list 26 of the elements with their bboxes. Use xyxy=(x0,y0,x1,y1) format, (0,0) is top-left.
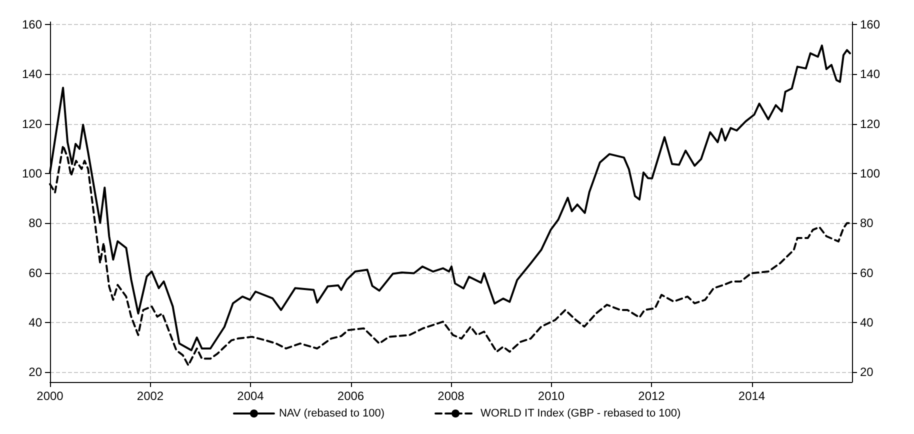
y-tick-label: 120 xyxy=(22,116,42,131)
y2-tick-label: 120 xyxy=(860,116,880,131)
x-tick-label: 2000 xyxy=(36,389,64,403)
y-tick-label: 160 xyxy=(22,17,42,32)
legend-label: WORLD IT Index (GBP - rebased to 100) xyxy=(480,408,681,420)
y-tick-label: 100 xyxy=(22,166,42,180)
y2-tick-label: 160 xyxy=(860,17,880,32)
legend-label: NAV (rebased to 100) xyxy=(278,408,385,420)
y-tick-label: 40 xyxy=(28,315,42,330)
y2-tick-label: 60 xyxy=(860,266,874,280)
y-tick-label: 140 xyxy=(22,67,42,82)
x-tick-label: 2004 xyxy=(237,389,264,403)
y-tick-label: 80 xyxy=(28,216,42,230)
y-tick-label: 20 xyxy=(28,365,42,380)
y-tick-label: 60 xyxy=(28,266,42,280)
y2-tick-label: 100 xyxy=(860,166,880,180)
x-tick-label: 2008 xyxy=(438,389,465,403)
x-tick-label: 2010 xyxy=(538,389,565,403)
x-tick-label: 2002 xyxy=(136,389,164,403)
x-tick-label: 2006 xyxy=(337,389,364,403)
y2-tick-label: 80 xyxy=(860,216,874,230)
y2-tick-label: 20 xyxy=(860,365,874,380)
x-tick-label: 2012 xyxy=(638,389,666,403)
y2-tick-label: 40 xyxy=(860,315,874,330)
x-tick-label: 2014 xyxy=(738,389,766,403)
y2-tick-label: 140 xyxy=(860,67,880,82)
